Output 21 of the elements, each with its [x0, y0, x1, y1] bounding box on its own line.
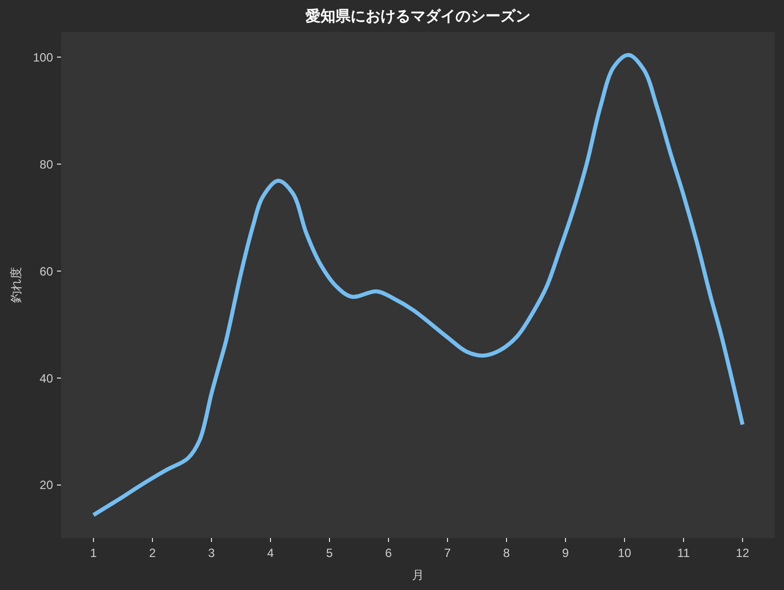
- x-tick-label: 1: [90, 546, 98, 560]
- x-axis-title: 月: [412, 568, 424, 582]
- line-series: [91, 53, 745, 517]
- x-tick-label: 8: [503, 546, 510, 560]
- x-tick-label: 9: [562, 546, 570, 560]
- x-tick-label: 4: [267, 546, 274, 560]
- x-tick-label: 10: [618, 546, 632, 560]
- x-tick-label: 12: [736, 546, 750, 560]
- chart-title: 愛知県におけるマダイのシーズン: [306, 8, 530, 25]
- y-tick-label: 60: [40, 264, 54, 278]
- x-tick-label: 7: [444, 546, 452, 560]
- x-tick-label: 5: [326, 546, 334, 560]
- x-tick-label: 11: [677, 546, 690, 560]
- y-tick-label: 80: [40, 157, 54, 172]
- x-tick-label: 2: [149, 546, 156, 560]
- y-tick-label: 20: [40, 478, 54, 492]
- y-axis-title: 釣れ度: [9, 267, 23, 303]
- y-tick-label: 100: [32, 50, 54, 64]
- x-tick-label: 3: [208, 546, 216, 560]
- x-tick-label: 6: [385, 546, 392, 560]
- y-tick-label: 40: [40, 371, 54, 386]
